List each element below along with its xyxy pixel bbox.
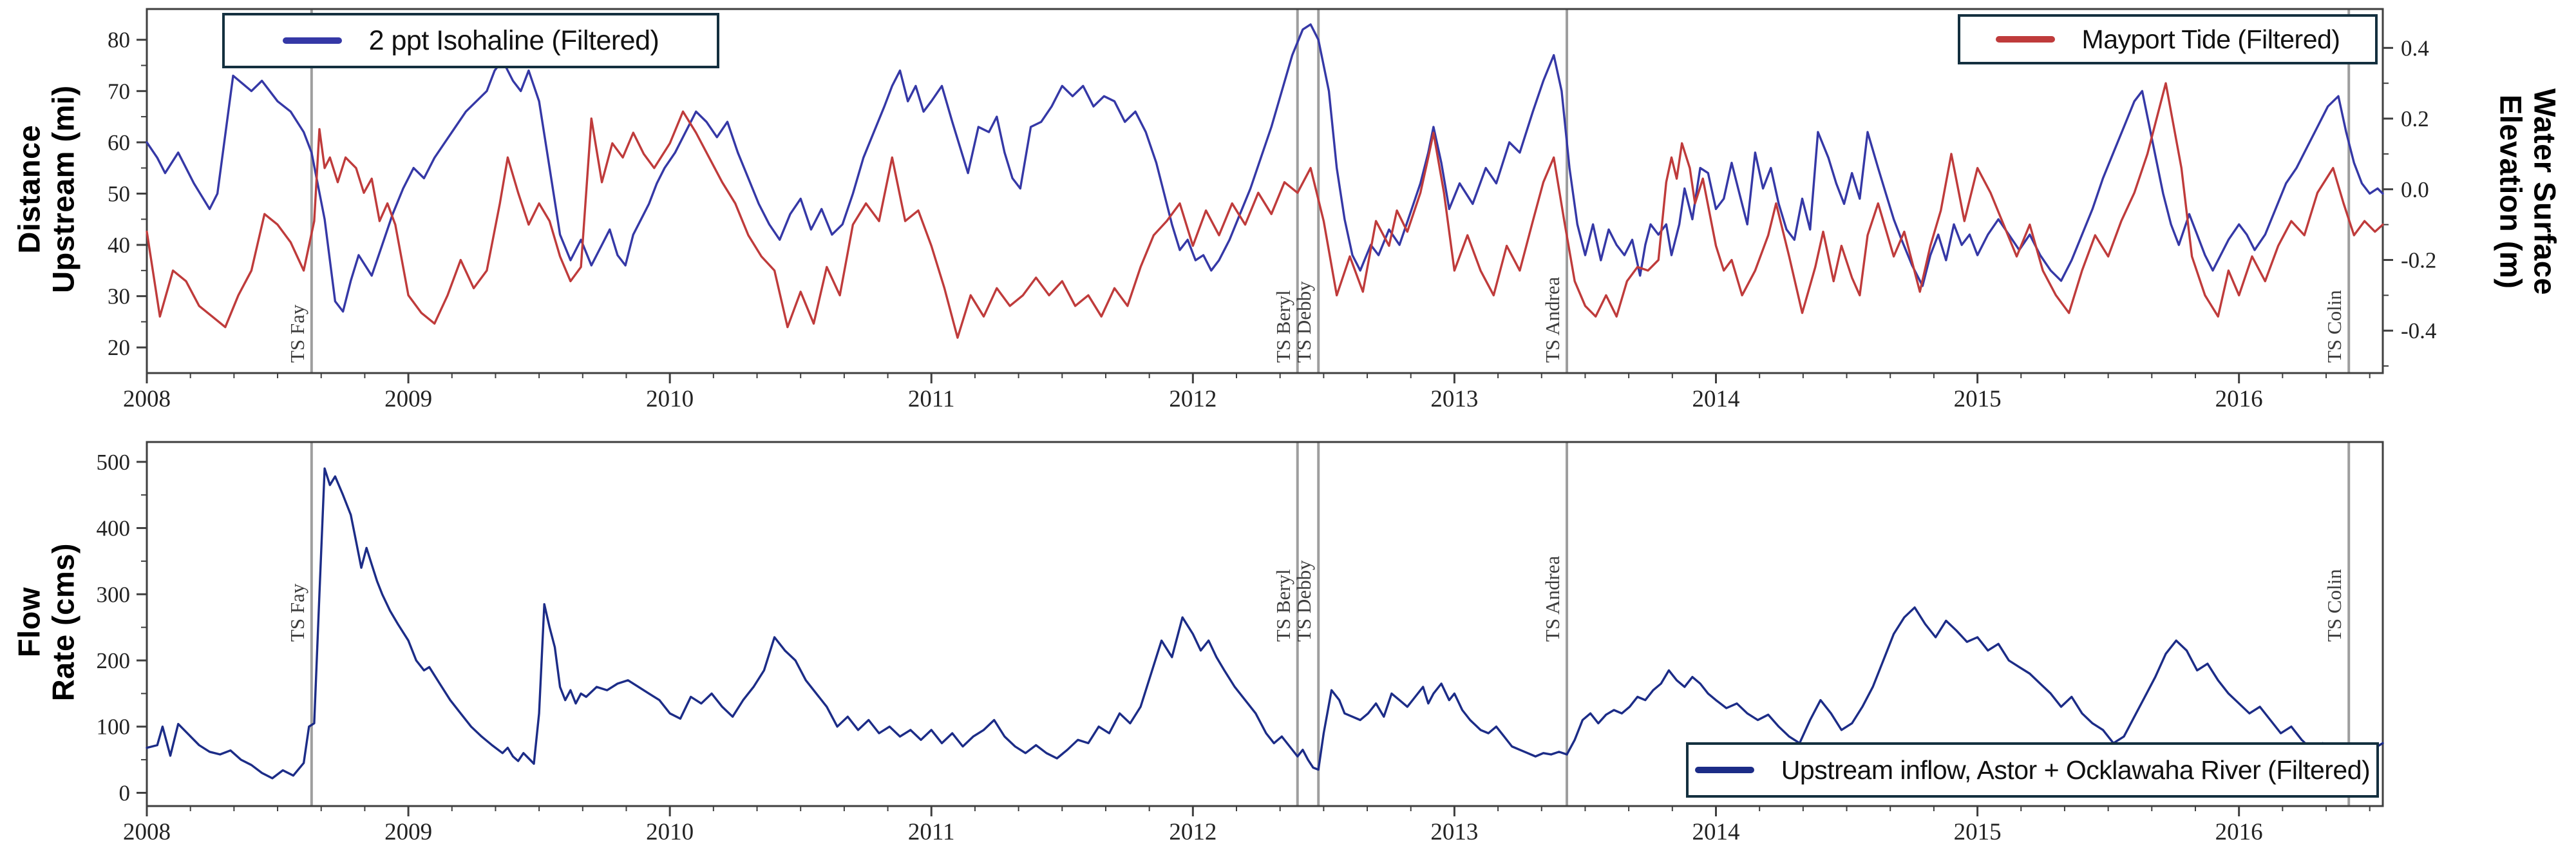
x-tick-label: 2013 bbox=[1430, 819, 1478, 845]
x-tick-label: 2016 bbox=[2215, 386, 2263, 412]
x-tick-label: 2010 bbox=[646, 386, 694, 412]
tide-legend-swatch-icon bbox=[1995, 36, 2055, 43]
x-tick-label: 2012 bbox=[1169, 819, 1217, 845]
y-tick-label: 80 bbox=[108, 28, 130, 53]
y-tick-label: 30 bbox=[108, 284, 130, 309]
y-tick-label: 60 bbox=[108, 130, 130, 155]
y-tick-label: 200 bbox=[97, 648, 131, 673]
x-tick-label: 2009 bbox=[384, 819, 432, 845]
y-right-tick-label: 0.2 bbox=[2401, 106, 2429, 131]
y-tick-label: 70 bbox=[108, 79, 130, 104]
tide-series-line bbox=[146, 82, 2384, 339]
plot-frame bbox=[146, 441, 2384, 807]
plot-frame bbox=[146, 8, 2384, 374]
x-tick-label: 2015 bbox=[1954, 819, 2002, 845]
x-tick-label: 2012 bbox=[1169, 386, 1217, 412]
y-tick-label: 500 bbox=[97, 450, 131, 475]
inflow-legend-label: Upstream inflow, Astor + Ocklawaha River… bbox=[1781, 755, 2371, 785]
x-tick-label: 2013 bbox=[1430, 386, 1478, 412]
storm-label: TS Colin bbox=[2323, 290, 2345, 363]
x-tick-label: 2015 bbox=[1954, 386, 2002, 412]
x-tick-label: 2014 bbox=[1692, 819, 1739, 845]
storm-label: TS Debby bbox=[1293, 560, 1315, 642]
x-tick-label: 2010 bbox=[646, 819, 694, 845]
y-tick-label: 20 bbox=[108, 335, 130, 360]
y-tick-label: 300 bbox=[97, 582, 131, 607]
x-tick-label: 2009 bbox=[384, 386, 432, 412]
isohaline-legend: 2 ppt Isohaline (Filtered) bbox=[222, 13, 719, 68]
storm-label: TS Fay bbox=[286, 583, 308, 642]
inflow-series-line bbox=[146, 467, 2384, 780]
x-tick-label: 2008 bbox=[123, 386, 171, 412]
isohaline-series-line bbox=[146, 23, 2384, 313]
storm-label: TS Beryl bbox=[1272, 290, 1294, 363]
inflow-legend-swatch-icon bbox=[1694, 767, 1754, 773]
x-tick-label: 2011 bbox=[908, 819, 955, 845]
y-tick-label: 100 bbox=[97, 715, 131, 740]
isohaline-legend-swatch-icon bbox=[282, 37, 342, 44]
storm-label: TS Debby bbox=[1293, 281, 1315, 363]
y-tick-label: 400 bbox=[97, 516, 131, 541]
x-tick-label: 2016 bbox=[2215, 819, 2263, 845]
inflow-legend: Upstream inflow, Astor + Ocklawaha River… bbox=[1686, 742, 2379, 798]
storm-label: TS Fay bbox=[286, 304, 308, 363]
y-tick-label: 50 bbox=[108, 181, 130, 206]
y-right-tick-label: 0.4 bbox=[2401, 35, 2429, 61]
top-right-axis-title: Water Surface Elevation (m) bbox=[2494, 88, 2562, 296]
top-left-axis-title: Distance Upstream (mi) bbox=[12, 85, 80, 293]
storm-label: TS Andrea bbox=[1541, 555, 1564, 642]
y-right-tick-label: -0.2 bbox=[2401, 247, 2436, 273]
tide-legend-label: Mayport Tide (Filtered) bbox=[2081, 24, 2340, 54]
y-right-tick-label: 0.0 bbox=[2401, 177, 2429, 202]
storm-label: TS Andrea bbox=[1541, 276, 1564, 363]
isohaline-legend-label: 2 ppt Isohaline (Filtered) bbox=[368, 24, 659, 56]
y-tick-label: 0 bbox=[119, 780, 131, 805]
x-tick-label: 2011 bbox=[908, 386, 955, 412]
bottom-left-axis-title: Flow Rate (cms) bbox=[12, 543, 80, 702]
x-tick-label: 2014 bbox=[1692, 386, 1739, 412]
y-tick-label: 40 bbox=[108, 233, 130, 258]
storm-label: TS Beryl bbox=[1272, 569, 1294, 642]
x-tick-label: 2008 bbox=[123, 819, 171, 845]
y-right-tick-label: -0.4 bbox=[2401, 318, 2436, 343]
tide-legend: Mayport Tide (Filtered) bbox=[1958, 14, 2378, 64]
storm-label: TS Colin bbox=[2323, 569, 2345, 642]
